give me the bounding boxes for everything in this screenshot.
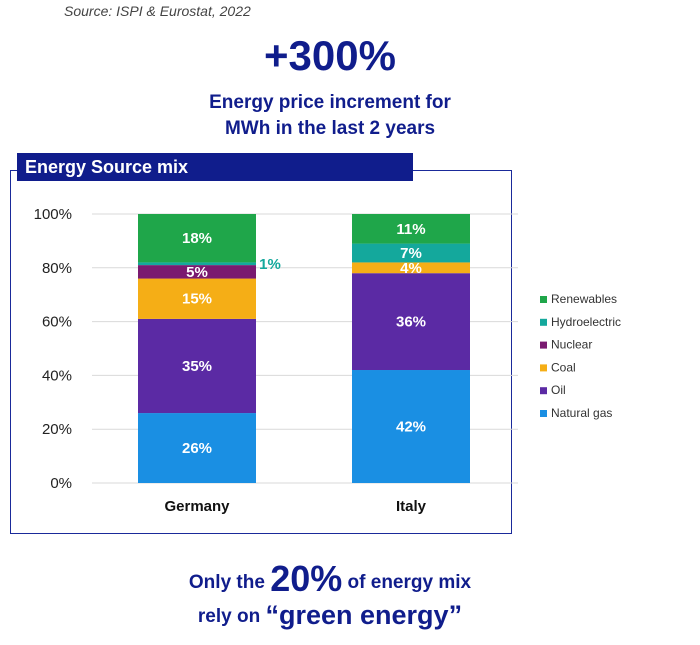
data-label: 36%	[396, 314, 426, 331]
footer-highlight-percent: 20%	[270, 558, 343, 599]
data-label: 15%	[182, 291, 212, 308]
legend-label: Nuclear	[551, 338, 592, 352]
headline-line-2: MWh in the last 2 years	[224, 118, 436, 139]
source-note: Source: ISPI & Eurostat, 2022	[64, 3, 251, 19]
footer-line-2: rely on “green energy”	[0, 600, 660, 631]
y-tick-label: 40%	[42, 367, 72, 384]
data-label: 1%	[259, 256, 281, 273]
bar-segment-oil	[352, 273, 470, 371]
footer-line-2-pre: rely on	[197, 606, 261, 627]
legend-label: Coal	[551, 360, 576, 374]
y-tick-label: 80%	[42, 260, 72, 277]
x-tick-label: Germany	[164, 498, 230, 515]
x-tick-label: Italy	[396, 498, 427, 515]
headline-value: +300%	[264, 32, 396, 79]
legend-swatch	[540, 387, 547, 395]
data-label: 7%	[400, 245, 422, 262]
headline-line-1: Energy price increment for	[209, 92, 451, 113]
y-tick-label: 60%	[42, 314, 72, 331]
data-label: 18%	[182, 230, 212, 247]
stacked-bar-chart: 0% 20% 40% 60% 80% 100% Germany Italy 26% 35% 15% 5…	[34, 206, 621, 515]
footer-line-1: Only the 20% of energy mix	[0, 558, 660, 600]
data-label: 26%	[182, 440, 212, 457]
legend-swatch	[540, 318, 547, 326]
legend-label: Natural gas	[551, 406, 612, 420]
bar-segment-hydroelectric	[352, 243, 470, 263]
footer-highlight-green: “green energy”	[265, 600, 463, 630]
footer-line-1-pre: Only the	[188, 572, 265, 593]
y-tick-label: 20%	[42, 421, 72, 438]
data-label: 11%	[396, 221, 425, 238]
bar-segment-natural-gas	[138, 413, 256, 483]
legend-swatch	[540, 364, 547, 372]
legend-swatch	[540, 410, 547, 417]
data-label: 42%	[396, 419, 426, 436]
y-tick-label: 100%	[34, 206, 72, 223]
bar-segment-nuclear	[138, 265, 256, 279]
headline-subtitle: Energy price increment for MWh in the la…	[0, 90, 660, 142]
data-label: 5%	[186, 264, 208, 281]
y-tick-label: 0%	[50, 475, 72, 492]
legend-label: Hydroelectric	[551, 315, 621, 329]
legend-label: Renewables	[551, 292, 617, 306]
chart-title: Energy Source mix	[17, 153, 413, 181]
bar-segment-renewables	[138, 214, 256, 263]
bar-segment-hydroelectric	[138, 262, 256, 266]
bar-segment-coal	[138, 278, 256, 319]
data-label: 35%	[182, 358, 212, 375]
bar-segment-renewables	[352, 214, 470, 244]
bar-segment-natural-gas	[352, 370, 470, 483]
legend-swatch	[540, 341, 547, 349]
bar-segment-coal	[352, 262, 470, 274]
legend-swatch	[540, 296, 547, 303]
legend-label: Oil	[551, 383, 566, 397]
data-label: 4%	[400, 260, 422, 277]
bar-segment-oil	[138, 318, 256, 414]
footer-line-1-post: of energy mix	[347, 572, 472, 593]
